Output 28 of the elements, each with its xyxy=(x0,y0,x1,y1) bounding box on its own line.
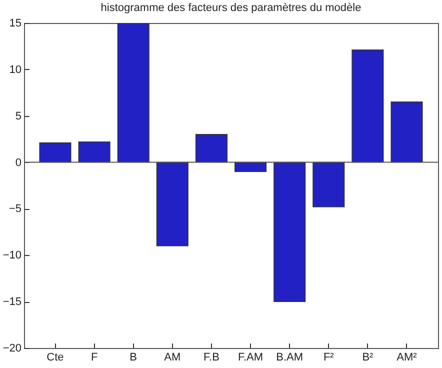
y-tick-label: −10 xyxy=(2,250,22,262)
y-tick-label: −5 xyxy=(8,203,22,216)
bar xyxy=(390,102,423,163)
y-tick-label: 10 xyxy=(9,64,22,76)
chart-title: histogramme des facteurs des paramètres du modèle xyxy=(100,2,362,14)
bar xyxy=(195,134,228,163)
x-tick-label: Cte xyxy=(46,352,64,364)
x-tick-label: B xyxy=(130,352,138,364)
y-tick-label: −20 xyxy=(2,342,22,354)
x-tick-label: AM² xyxy=(396,352,418,364)
bar xyxy=(117,23,150,163)
bar xyxy=(352,50,384,163)
x-tick-label: B² xyxy=(362,352,374,364)
y-tick-label: 0 xyxy=(15,156,22,169)
x-tick-label: F² xyxy=(323,352,334,364)
bar xyxy=(274,162,306,302)
x-tick-label: AM xyxy=(164,352,181,364)
y-tick-label: 15 xyxy=(9,18,22,30)
bar xyxy=(156,162,188,246)
y-tick-label: −15 xyxy=(2,296,22,308)
bar xyxy=(312,162,345,208)
x-tick-label: F.AM xyxy=(238,352,264,364)
x-tick-label: B.AM xyxy=(276,352,304,364)
y-tick-label: 5 xyxy=(15,110,22,122)
x-tick-label: F.B xyxy=(204,352,220,364)
x-tick-label: F xyxy=(90,352,98,364)
bar xyxy=(39,142,72,163)
bar xyxy=(78,141,110,163)
